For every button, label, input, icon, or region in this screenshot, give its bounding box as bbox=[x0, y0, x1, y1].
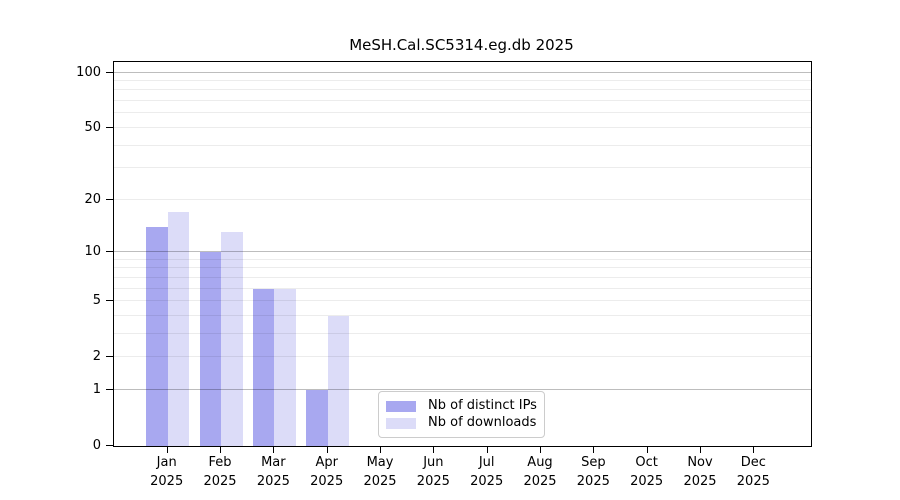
bar-apr-downloads bbox=[327, 315, 350, 446]
gridline-minor-8 bbox=[114, 267, 811, 269]
gridline-minor-80 bbox=[114, 89, 811, 91]
bar-mar-distinct-ips bbox=[252, 288, 275, 446]
x-tick-label-jul: Jul 2025 bbox=[470, 455, 504, 489]
x-tick-label-may: May 2025 bbox=[363, 455, 397, 489]
plot-area bbox=[113, 61, 812, 447]
legend-label-distinct-ips: Nb of distinct IPs bbox=[428, 398, 537, 413]
y-tick-50 bbox=[106, 126, 113, 128]
x-tick-apr bbox=[326, 446, 328, 453]
bar-jan-downloads bbox=[167, 212, 190, 446]
x-tick-label-jan: Jan 2025 bbox=[150, 455, 184, 489]
x-tick-label-apr: Apr 2025 bbox=[310, 455, 344, 489]
legend-label-downloads: Nb of downloads bbox=[428, 415, 537, 430]
y-tick-2 bbox=[106, 356, 113, 358]
y-tick-20 bbox=[106, 198, 113, 200]
x-tick-label-feb: Feb 2025 bbox=[203, 455, 237, 489]
x-tick-label-mar: Mar 2025 bbox=[256, 455, 290, 489]
x-tick-label-dec: Dec 2025 bbox=[736, 455, 770, 489]
gridline-minor-50 bbox=[114, 126, 811, 128]
y-tick-0 bbox=[106, 445, 113, 446]
x-tick-mar bbox=[273, 446, 275, 453]
gridline-major-100 bbox=[114, 71, 811, 73]
bar-feb-downloads bbox=[221, 232, 243, 446]
y-tick-label-5: 5 bbox=[92, 293, 101, 309]
bar-feb-distinct-ips bbox=[199, 252, 222, 446]
x-tick-label-jun: Jun 2025 bbox=[416, 455, 450, 489]
y-tick-label-1: 1 bbox=[92, 381, 101, 397]
y-tick-label-50: 50 bbox=[84, 119, 101, 135]
x-tick-nov bbox=[700, 446, 701, 453]
x-tick-label-aug: Aug 2025 bbox=[523, 455, 557, 489]
x-tick-oct bbox=[646, 446, 648, 453]
legend-swatch-downloads bbox=[386, 417, 416, 429]
legend-entry-distinct-ips: Nb of distinct IPs bbox=[386, 398, 537, 414]
gridline-minor-30 bbox=[114, 167, 811, 169]
legend: Nb of distinct IPs Nb of downloads bbox=[378, 391, 545, 438]
gridline-minor-5 bbox=[114, 300, 811, 302]
legend-entry-downloads: Nb of downloads bbox=[386, 415, 537, 431]
x-tick-feb bbox=[220, 446, 222, 453]
y-tick-1 bbox=[106, 388, 113, 390]
gridline-minor-20 bbox=[114, 198, 811, 200]
x-tick-label-oct: Oct 2025 bbox=[630, 455, 664, 489]
bar-jan-distinct-ips bbox=[146, 226, 168, 446]
x-tick-may bbox=[380, 446, 382, 453]
x-tick-label-nov: Nov 2025 bbox=[683, 455, 717, 489]
chart-title: MeSH.Cal.SC5314.eg.db 2025 bbox=[349, 36, 574, 54]
y-tick-5 bbox=[106, 300, 113, 302]
x-tick-jul bbox=[486, 446, 488, 453]
x-tick-aug bbox=[540, 446, 541, 453]
gridline-major-1 bbox=[114, 388, 811, 390]
legend-swatch-distinct-ips bbox=[386, 400, 416, 412]
gridline-minor-6 bbox=[114, 287, 811, 289]
gridline-minor-9 bbox=[114, 258, 811, 260]
gridline-minor-70 bbox=[114, 100, 811, 102]
y-tick-10 bbox=[106, 250, 113, 252]
gridline-minor-40 bbox=[114, 144, 811, 146]
gridline-minor-60 bbox=[114, 112, 811, 114]
gridline-minor-3 bbox=[114, 332, 811, 334]
y-tick-100 bbox=[106, 71, 113, 73]
x-tick-jun bbox=[433, 446, 435, 453]
x-tick-sep bbox=[593, 446, 595, 453]
bar-mar-downloads bbox=[274, 288, 296, 446]
gridline-minor-4 bbox=[114, 314, 811, 316]
gridline-minor-7 bbox=[114, 276, 811, 278]
x-tick-jan bbox=[166, 446, 168, 453]
y-tick-label-0: 0 bbox=[92, 438, 101, 453]
bar-apr-distinct-ips bbox=[306, 389, 328, 446]
y-tick-label-100: 100 bbox=[76, 64, 101, 80]
y-tick-label-2: 2 bbox=[92, 349, 101, 365]
gridline-major-10 bbox=[114, 251, 811, 252]
y-tick-label-20: 20 bbox=[84, 191, 101, 207]
x-tick-dec bbox=[753, 446, 755, 453]
x-tick-label-sep: Sep 2025 bbox=[576, 455, 610, 489]
y-tick-label-10: 10 bbox=[84, 243, 101, 259]
gridline-minor-90 bbox=[114, 80, 811, 82]
gridline-minor-2 bbox=[114, 356, 811, 358]
